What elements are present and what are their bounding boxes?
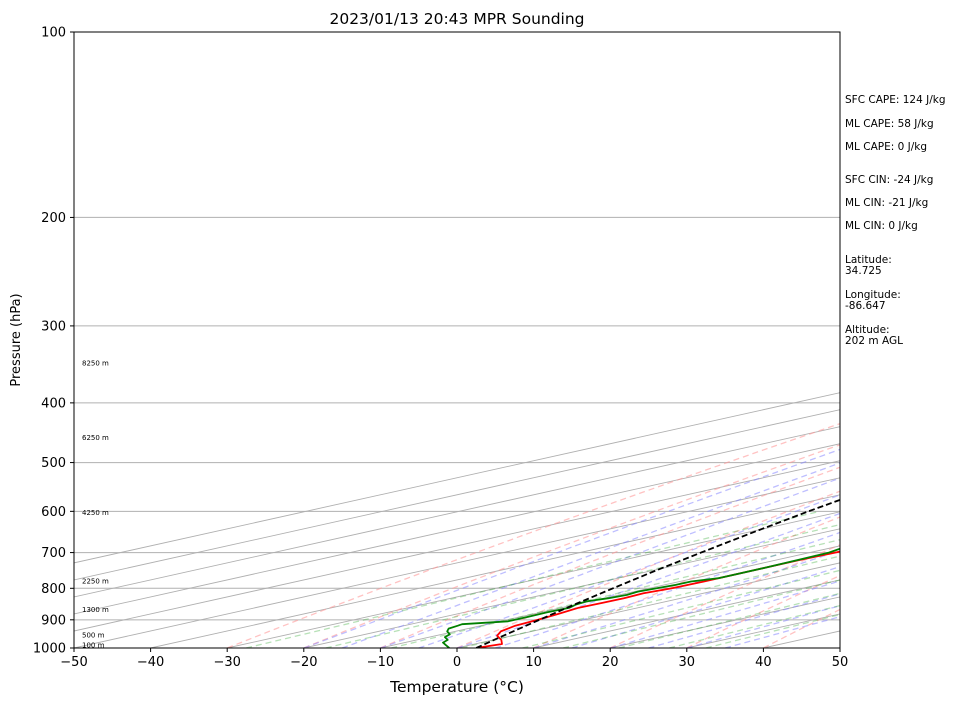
height-label: 4250 m (82, 509, 109, 517)
sfc-cape-text: SFC CAPE: 124 J/kg (845, 94, 946, 106)
x-tick-label: 30 (679, 655, 696, 670)
altitude-text: Altitude: 202 m AGL (845, 324, 903, 347)
mixing-ratio-line (522, 569, 840, 648)
data-layer (442, 498, 840, 648)
isotherm-gridline (303, 528, 840, 648)
x-tick-label: 50 (832, 655, 849, 670)
x-tick-label: 40 (755, 655, 772, 670)
y-tick-label: 200 (41, 211, 66, 226)
temperature-profile (476, 550, 840, 648)
dewpoint-profile (442, 547, 840, 648)
dry-adiabat (609, 544, 840, 648)
dry-adiabat (686, 574, 840, 648)
isotherm-gridline (74, 477, 840, 648)
chart-title: 2023/01/13 20:43 MPR Sounding (329, 10, 584, 28)
isotherm-gridline (150, 494, 840, 648)
plot-background (74, 32, 840, 648)
moist-adiabat (341, 462, 840, 648)
x-tick-label: 20 (602, 655, 619, 670)
mixing-ratio-line (391, 539, 840, 648)
x-tick-label: 0 (453, 655, 461, 670)
isotherm-gridline (74, 460, 840, 632)
height-label: 2250 m (82, 578, 109, 586)
height-label: 500 m (82, 632, 105, 640)
y-tick-label: 400 (41, 396, 66, 411)
isotherm-gridline (74, 409, 840, 581)
x-tick-label: −50 (60, 655, 87, 670)
isotherm-gridline (227, 511, 840, 648)
moist-adiabat (418, 494, 840, 648)
y-tick-label: 700 (41, 546, 66, 561)
mixing-ratio-line (245, 510, 820, 648)
sounding-info-panel: SFC CAPE: 124 J/kg ML CAPE: 58 J/kg ML C… (845, 0, 960, 705)
y-tick-label: 300 (41, 319, 66, 334)
moist-adiabat (648, 593, 840, 648)
x-tick-label: −20 (290, 655, 317, 670)
grid-layer (74, 216, 840, 648)
parcel-profile (475, 498, 840, 648)
x-tick-label: −10 (367, 655, 394, 670)
mixing-ratio-line (562, 579, 840, 648)
x-tick-label: −30 (213, 655, 240, 670)
x-tick-label: −40 (137, 655, 164, 670)
height-label: 100 m (82, 641, 105, 649)
height-label: 8250 m (82, 359, 109, 367)
x-axis-label: Temperature (°C) (389, 678, 524, 696)
isotherm-gridline (74, 392, 840, 564)
ml-cin-zero-text: ML CIN: 0 J/kg (845, 220, 918, 232)
y-axis-label: Pressure (hPa) (9, 293, 24, 386)
x-tick-label: 10 (525, 655, 542, 670)
sfc-cin-text: SFC CIN: -24 J/kg (845, 174, 934, 186)
ml-cin-text: ML CIN: -21 J/kg (845, 197, 929, 209)
axis-layer: −50 −40 −30 −20 −10 0 10 20 30 40 50 1000 900 800 700 6… (33, 26, 848, 671)
y-tick-label: 600 (41, 505, 66, 520)
y-tick-label: 900 (41, 613, 66, 628)
ml-cape-zero-text: ML CAPE: 0 J/kg (845, 141, 928, 153)
y-tick-label: 1000 (33, 642, 66, 657)
moist-adiabat (495, 531, 840, 648)
mixing-ratio-line (705, 613, 840, 648)
y-tick-label: 800 (41, 582, 66, 597)
dry-adiabat (303, 444, 840, 648)
dry-adiabat (380, 466, 840, 648)
mixing-ratio-line (669, 604, 840, 648)
mixing-ratio-line (618, 592, 840, 648)
height-label: 6250 m (82, 434, 109, 442)
isotherm-gridline (74, 426, 840, 598)
isotherm-gridline (74, 443, 840, 615)
mixing-ratio-line (325, 523, 840, 648)
moist-adiabat (686, 604, 840, 648)
height-label: 1300 m (82, 606, 109, 614)
longitude-text: Longitude: -86.647 (845, 289, 901, 312)
moist-adiabat (380, 477, 840, 648)
ml-cape-text: ML CAPE: 58 J/kg (845, 118, 934, 130)
latitude-text: Latitude: 34.725 (845, 254, 892, 277)
y-tick-label: 500 (41, 456, 66, 471)
moist-adiabat (571, 566, 840, 648)
y-tick-label: 100 (41, 26, 66, 41)
